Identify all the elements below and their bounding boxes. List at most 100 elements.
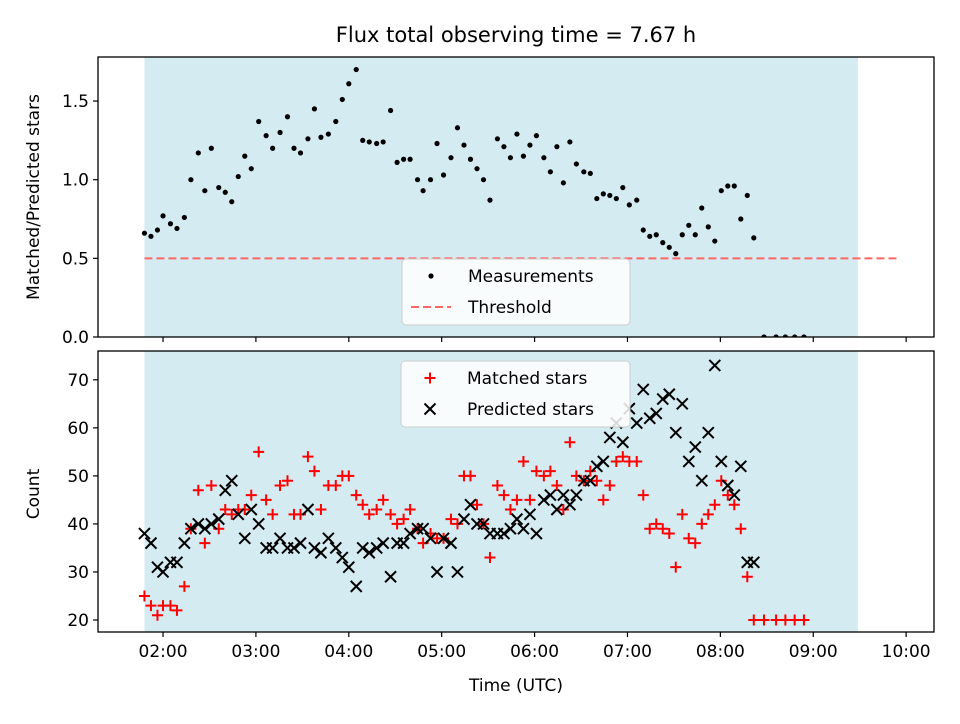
measurement-point bbox=[394, 159, 400, 165]
predicted-star-point bbox=[550, 503, 564, 516]
predicted-star-point bbox=[170, 556, 184, 569]
predicted-star-point bbox=[747, 556, 761, 569]
predicted-star-point bbox=[266, 541, 279, 555]
matched-star-point bbox=[385, 508, 397, 520]
matched-star-point bbox=[178, 580, 190, 592]
measurement-point bbox=[666, 244, 672, 250]
predicted-star-point bbox=[329, 541, 343, 555]
predicted-star-point bbox=[437, 532, 450, 545]
matched-star-point bbox=[591, 475, 603, 487]
measurement-point bbox=[501, 144, 507, 150]
measurement-point bbox=[366, 139, 372, 145]
y-tick-label: 70 bbox=[67, 371, 89, 391]
matched-star-point bbox=[253, 446, 265, 458]
measurement-point bbox=[480, 177, 487, 183]
measurement-point bbox=[533, 133, 540, 139]
measurement-point bbox=[256, 118, 262, 125]
predicted-star-point bbox=[301, 503, 315, 516]
measurement-point bbox=[744, 192, 750, 199]
matched-star-point bbox=[715, 475, 727, 487]
measurement-point bbox=[388, 107, 394, 114]
matched-star-point bbox=[357, 499, 369, 511]
matched-star-point bbox=[377, 494, 389, 506]
y-tick-label: 30 bbox=[67, 563, 89, 583]
matched-star-point bbox=[391, 518, 403, 530]
y-tick-label: 0.0 bbox=[62, 328, 89, 348]
y-tick-label: 50 bbox=[67, 467, 89, 487]
measurement-point bbox=[181, 214, 187, 221]
predicted-star-point bbox=[342, 560, 356, 574]
predicted-star-point bbox=[356, 541, 369, 555]
predicted-star-point bbox=[695, 474, 708, 487]
matched-star-point bbox=[302, 451, 314, 463]
predicted-star-point bbox=[603, 431, 617, 444]
matched-star-point bbox=[498, 489, 510, 501]
measurement-point bbox=[291, 145, 297, 151]
matched-star-point bbox=[644, 523, 656, 535]
predicted-star-point bbox=[273, 532, 287, 545]
predicted-star-point bbox=[370, 541, 383, 555]
legend-entry-label: Matched stars bbox=[467, 369, 587, 389]
measurement-point bbox=[154, 227, 161, 233]
predicted-star-point bbox=[424, 532, 437, 545]
matched-star-point bbox=[164, 600, 176, 612]
predicted-star-point bbox=[252, 517, 265, 531]
matched-star-point bbox=[511, 494, 523, 506]
measurement-point bbox=[679, 232, 685, 238]
matched-star-point bbox=[274, 479, 286, 491]
measurement-point bbox=[653, 232, 659, 238]
matched-star-point bbox=[551, 479, 563, 491]
predicted-star-point bbox=[192, 517, 205, 531]
predicted-star-point bbox=[314, 546, 328, 559]
measurement-point bbox=[660, 240, 666, 246]
matched-star-point bbox=[676, 508, 688, 520]
predicted-star-point bbox=[287, 541, 301, 555]
measurement-point bbox=[705, 224, 711, 230]
measurement-point bbox=[222, 189, 228, 195]
predicted-star-point bbox=[637, 383, 650, 396]
matched-star-point bbox=[604, 479, 616, 491]
chart-title: Flux total observing time = 7.67 h bbox=[336, 23, 696, 47]
measurement-point bbox=[573, 161, 579, 167]
predicted-star-point bbox=[245, 503, 258, 516]
predicted-star-point bbox=[430, 565, 444, 579]
x-tick-label: 03:00 bbox=[231, 642, 280, 662]
matched-star-point bbox=[538, 470, 550, 482]
matched-star-point bbox=[239, 504, 251, 516]
matched-star-point bbox=[315, 504, 327, 516]
predicted-star-point bbox=[156, 565, 170, 579]
matched-star-point bbox=[696, 518, 708, 530]
matched-star-point bbox=[524, 494, 536, 506]
matched-star-point bbox=[631, 455, 643, 467]
measurement-point bbox=[311, 106, 318, 112]
measurement-point bbox=[297, 150, 304, 156]
x-tick-label: 08:00 bbox=[696, 642, 745, 662]
matched-star-point bbox=[267, 508, 279, 520]
measurement-point bbox=[263, 133, 269, 139]
predicted-star-point bbox=[616, 436, 630, 449]
matched-star-point bbox=[683, 532, 695, 544]
measurement-point bbox=[325, 131, 331, 137]
predicted-star-point bbox=[544, 488, 557, 502]
measurement-point bbox=[440, 172, 447, 178]
matched-star-point bbox=[471, 499, 483, 511]
measurement-point bbox=[686, 222, 692, 228]
matched-star-point bbox=[728, 499, 740, 511]
predicted-star-point bbox=[225, 474, 238, 487]
measurement-point bbox=[305, 136, 311, 142]
measurement-point bbox=[229, 199, 235, 205]
matched-star-point bbox=[363, 508, 375, 520]
predicted-star-point bbox=[721, 479, 734, 492]
predicted-star-point bbox=[702, 426, 715, 439]
predicted-star-point bbox=[650, 407, 663, 420]
legend-box bbox=[400, 360, 631, 428]
matched-star-point bbox=[171, 604, 183, 616]
measurement-point bbox=[434, 140, 440, 147]
matched-star-point bbox=[689, 537, 701, 549]
predicted-star-point bbox=[708, 359, 721, 372]
measurement-point bbox=[587, 170, 593, 177]
measurement-point bbox=[216, 184, 222, 191]
predicted-star-point bbox=[643, 412, 656, 425]
matched-star-point bbox=[650, 518, 662, 530]
